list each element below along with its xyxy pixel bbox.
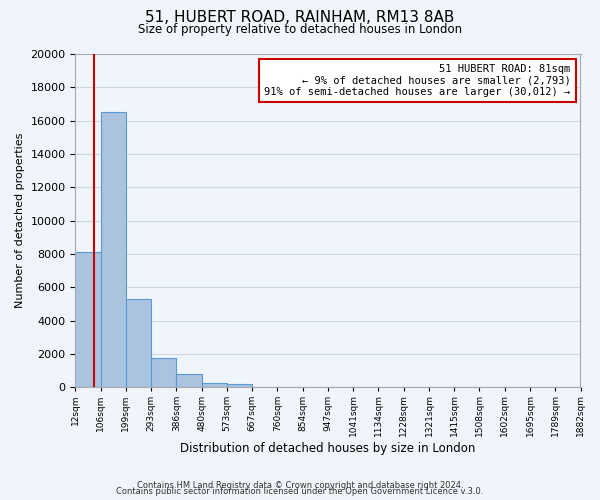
Y-axis label: Number of detached properties: Number of detached properties <box>15 133 25 308</box>
Bar <box>76 252 101 388</box>
Bar <box>202 383 227 388</box>
Bar <box>126 299 151 388</box>
Bar <box>151 358 176 388</box>
Bar <box>101 112 126 388</box>
Bar <box>227 384 252 388</box>
Text: 51, HUBERT ROAD, RAINHAM, RM13 8AB: 51, HUBERT ROAD, RAINHAM, RM13 8AB <box>145 10 455 25</box>
X-axis label: Distribution of detached houses by size in London: Distribution of detached houses by size … <box>180 442 476 455</box>
Text: 51 HUBERT ROAD: 81sqm
← 9% of detached houses are smaller (2,793)
91% of semi-de: 51 HUBERT ROAD: 81sqm ← 9% of detached h… <box>264 64 571 97</box>
Bar <box>176 374 202 388</box>
Text: Contains public sector information licensed under the Open Government Licence v.: Contains public sector information licen… <box>116 487 484 496</box>
Text: Contains HM Land Registry data © Crown copyright and database right 2024.: Contains HM Land Registry data © Crown c… <box>137 481 463 490</box>
Text: Size of property relative to detached houses in London: Size of property relative to detached ho… <box>138 22 462 36</box>
